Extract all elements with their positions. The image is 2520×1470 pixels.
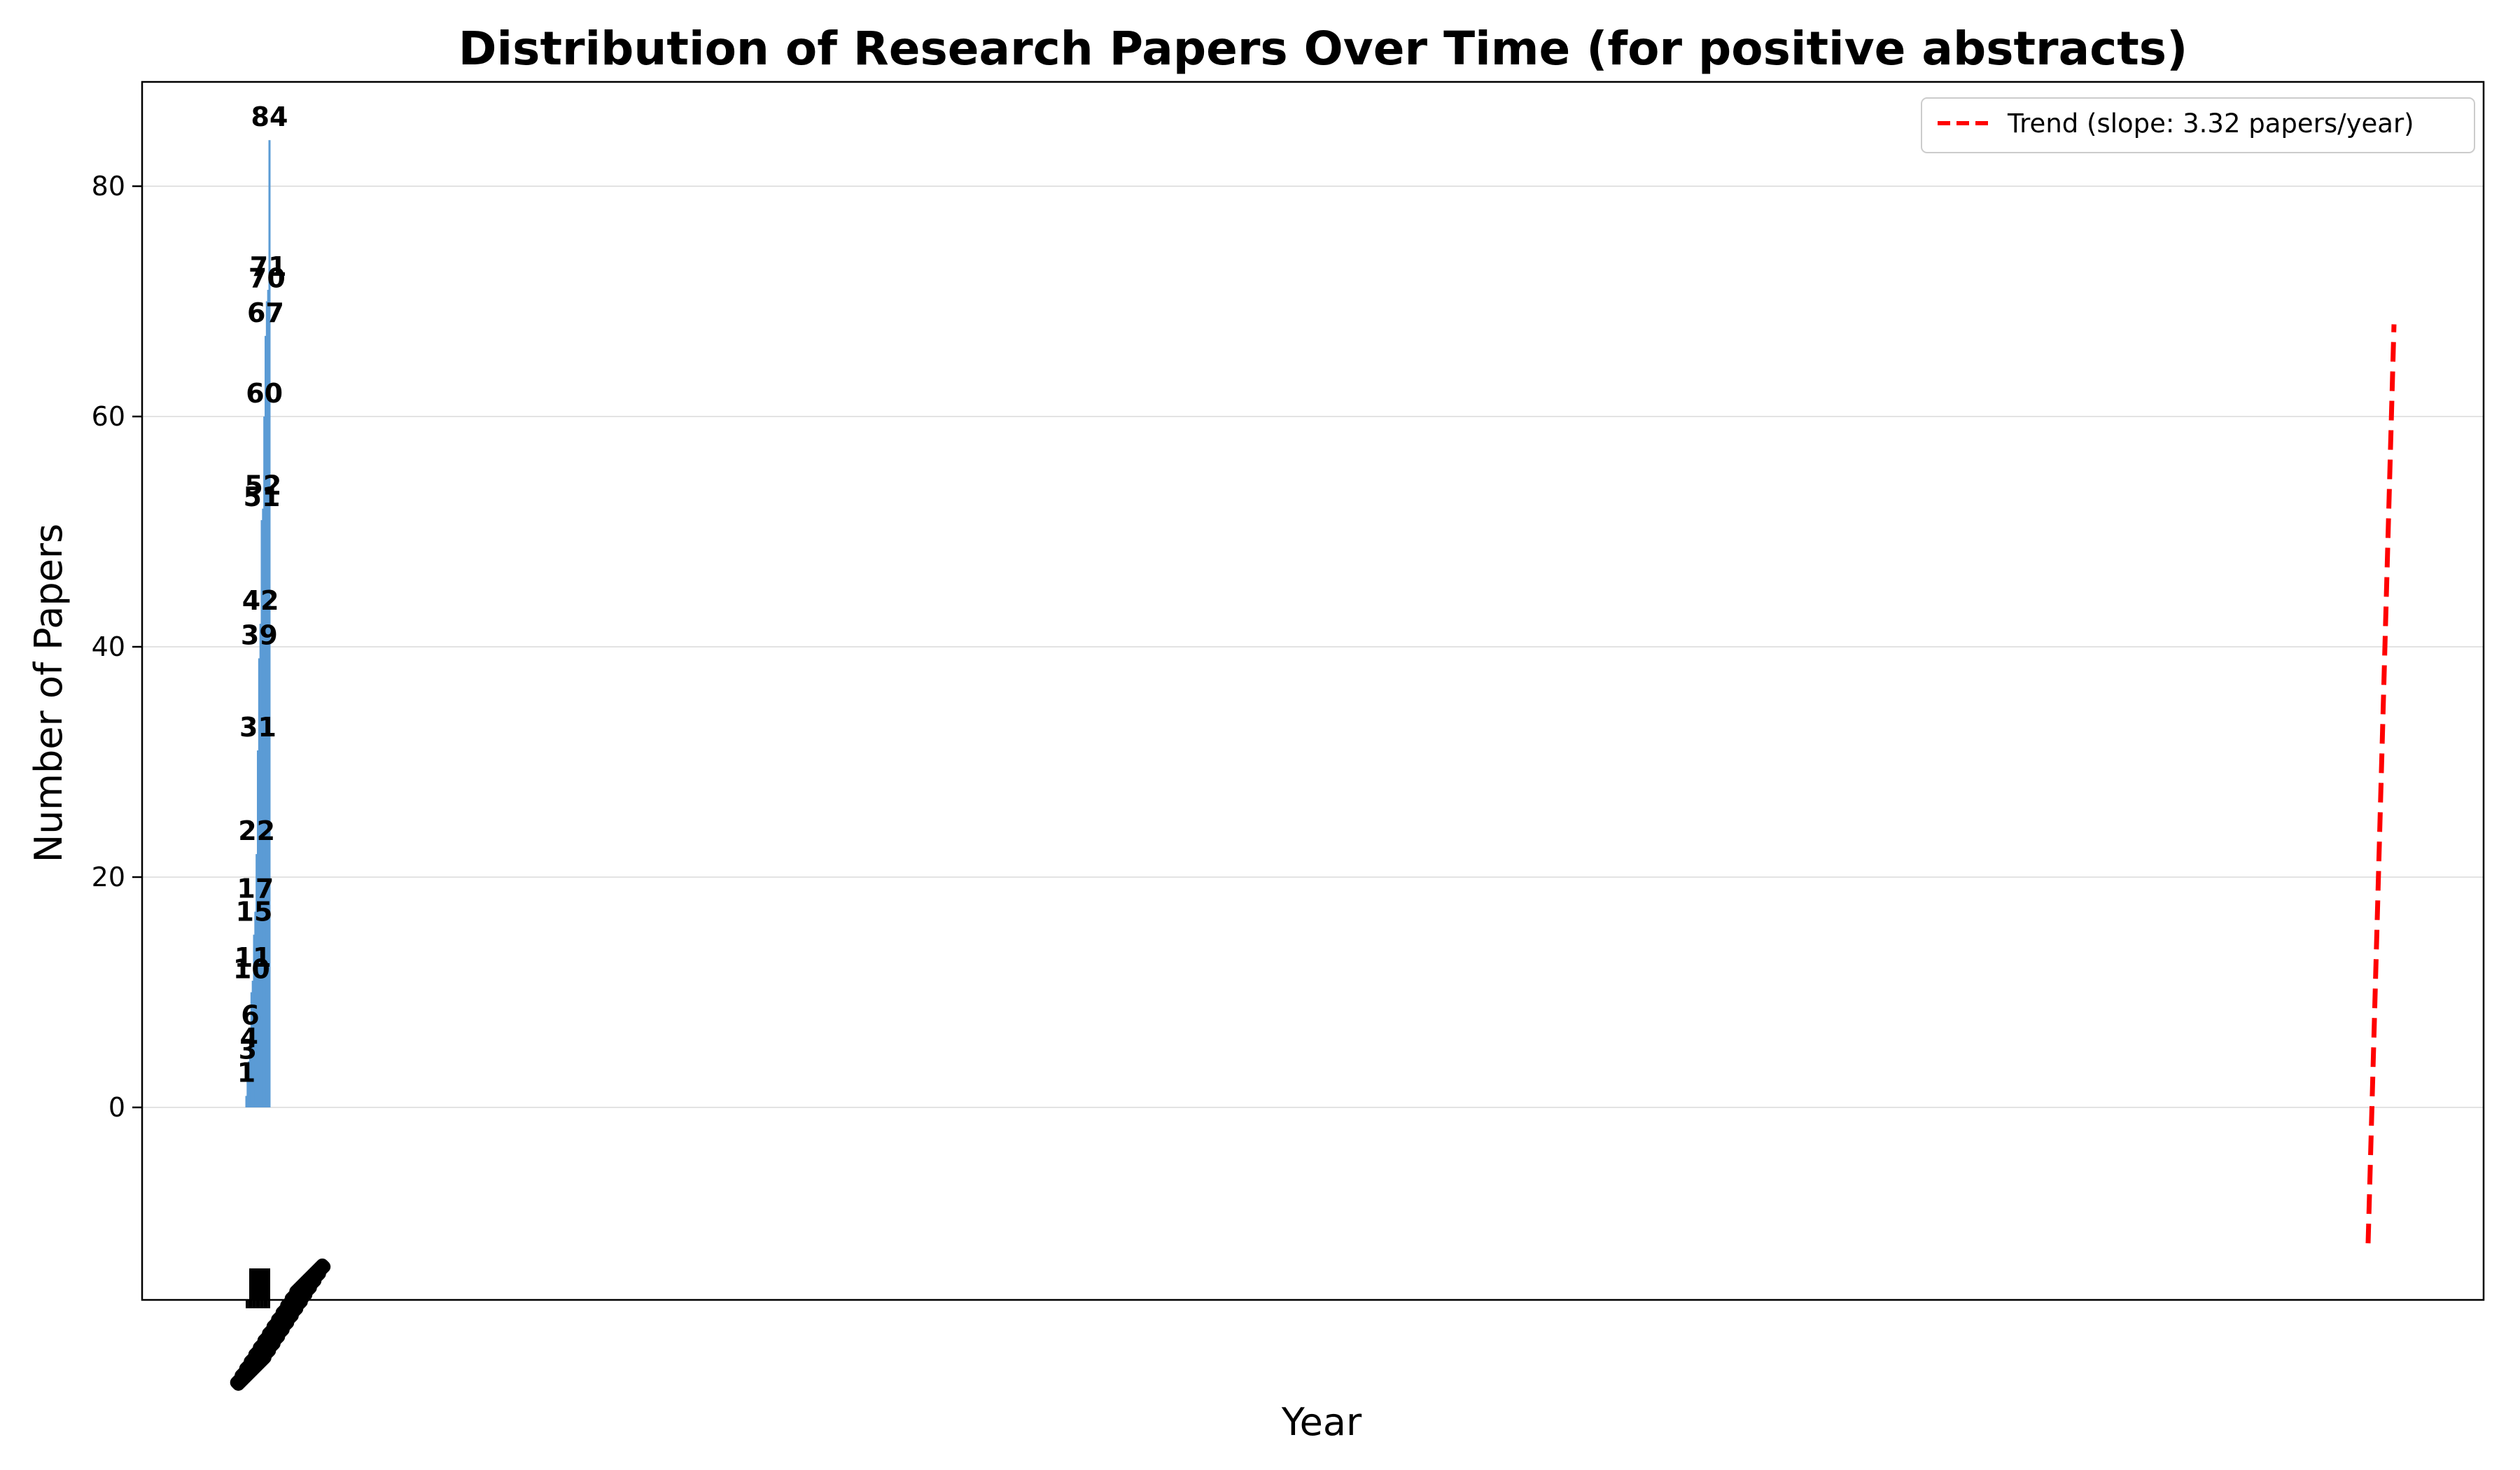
bar (255, 854, 258, 1107)
grid-lines (142, 186, 2484, 1108)
y-tick-label: 0 (108, 1092, 125, 1123)
bar (267, 290, 270, 1107)
bar (245, 1096, 248, 1107)
chart-title: Distribution of Research Papers Over Tim… (458, 22, 2188, 76)
data-label: 17 (237, 873, 274, 904)
y-tick-label: 20 (92, 862, 125, 892)
trend-line (2365, 324, 2397, 1244)
data-label: 51 (244, 482, 281, 512)
bar (262, 508, 265, 1107)
bar (250, 992, 253, 1107)
bar (253, 934, 255, 1107)
bar (257, 750, 259, 1107)
x-ticks (230, 1258, 331, 1391)
data-label: 67 (247, 298, 284, 328)
bar (249, 1038, 251, 1107)
y-tick-label: 80 (92, 171, 125, 202)
data-label: 39 (241, 620, 278, 650)
trend-line-layer (2365, 324, 2397, 1244)
data-label: 84 (251, 102, 288, 132)
data-label: 4 (239, 1023, 258, 1054)
y-tick-label: 40 (92, 631, 125, 662)
legend-box (1921, 97, 2475, 153)
data-label: 60 (246, 378, 283, 409)
bars (245, 140, 271, 1108)
x-tick-mark-cluster (249, 1268, 270, 1301)
legend-trend-label: Trend (slope: 3.32 papers/year) (2007, 108, 2414, 139)
bar (246, 1072, 249, 1107)
bar (260, 520, 263, 1107)
data-label: 52 (244, 470, 281, 501)
bar (251, 981, 254, 1107)
bar (268, 140, 271, 1108)
data-label: 70 (248, 263, 286, 294)
bar (263, 416, 266, 1107)
x-tick-label-blob (289, 1258, 331, 1300)
x-axis-label: Year (1281, 1400, 1362, 1444)
bar (254, 911, 257, 1107)
data-label: 22 (238, 816, 275, 846)
data-label: 15 (236, 896, 273, 927)
data-label: 11 (234, 942, 272, 973)
y-ticks: 0 20 40 60 80 (92, 171, 142, 1123)
bar (265, 301, 268, 1107)
data-label: 71 (250, 251, 287, 282)
data-label: 10 (233, 954, 270, 985)
plot-frame (141, 80, 2485, 1301)
data-label: 3 (239, 1035, 257, 1065)
bar (248, 1061, 251, 1107)
data-label: 42 (242, 585, 279, 616)
data-label: 6 (241, 1000, 259, 1030)
bar (258, 658, 260, 1107)
bar (259, 624, 262, 1107)
legend: Trend (slope: 3.32 papers/year) (1921, 97, 2475, 153)
data-label: 1 (237, 1058, 255, 1088)
data-label: 31 (239, 712, 276, 743)
y-axis-label: Number of Papers (27, 524, 71, 862)
y-tick-label: 60 (92, 401, 125, 432)
bar (265, 335, 267, 1108)
